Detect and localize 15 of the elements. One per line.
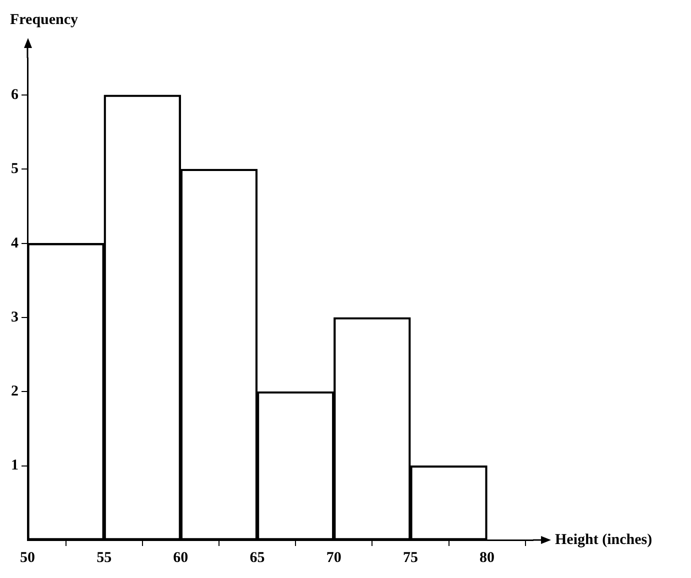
x-tick-label: 75 bbox=[402, 550, 418, 566]
y-tick-label: 6 bbox=[11, 86, 19, 103]
y-tick-label: 3 bbox=[11, 309, 18, 326]
x-tick-label: 50 bbox=[20, 550, 35, 566]
x-tick-label: 65 bbox=[250, 550, 265, 566]
y-tick-label: 5 bbox=[11, 161, 18, 178]
y-axis-title: Frequency bbox=[10, 12, 79, 28]
x-axis-title: Height (inches) bbox=[555, 532, 652, 548]
y-tick-label: 1 bbox=[11, 458, 18, 474]
y-tick-label: 2 bbox=[11, 384, 18, 400]
x-tick-label: 60 bbox=[173, 550, 188, 566]
y-tick-label: 4 bbox=[11, 235, 19, 252]
x-tick-label: 55 bbox=[96, 550, 112, 566]
x-tick-label: 70 bbox=[326, 550, 342, 566]
x-tick-label: 80 bbox=[480, 550, 495, 566]
